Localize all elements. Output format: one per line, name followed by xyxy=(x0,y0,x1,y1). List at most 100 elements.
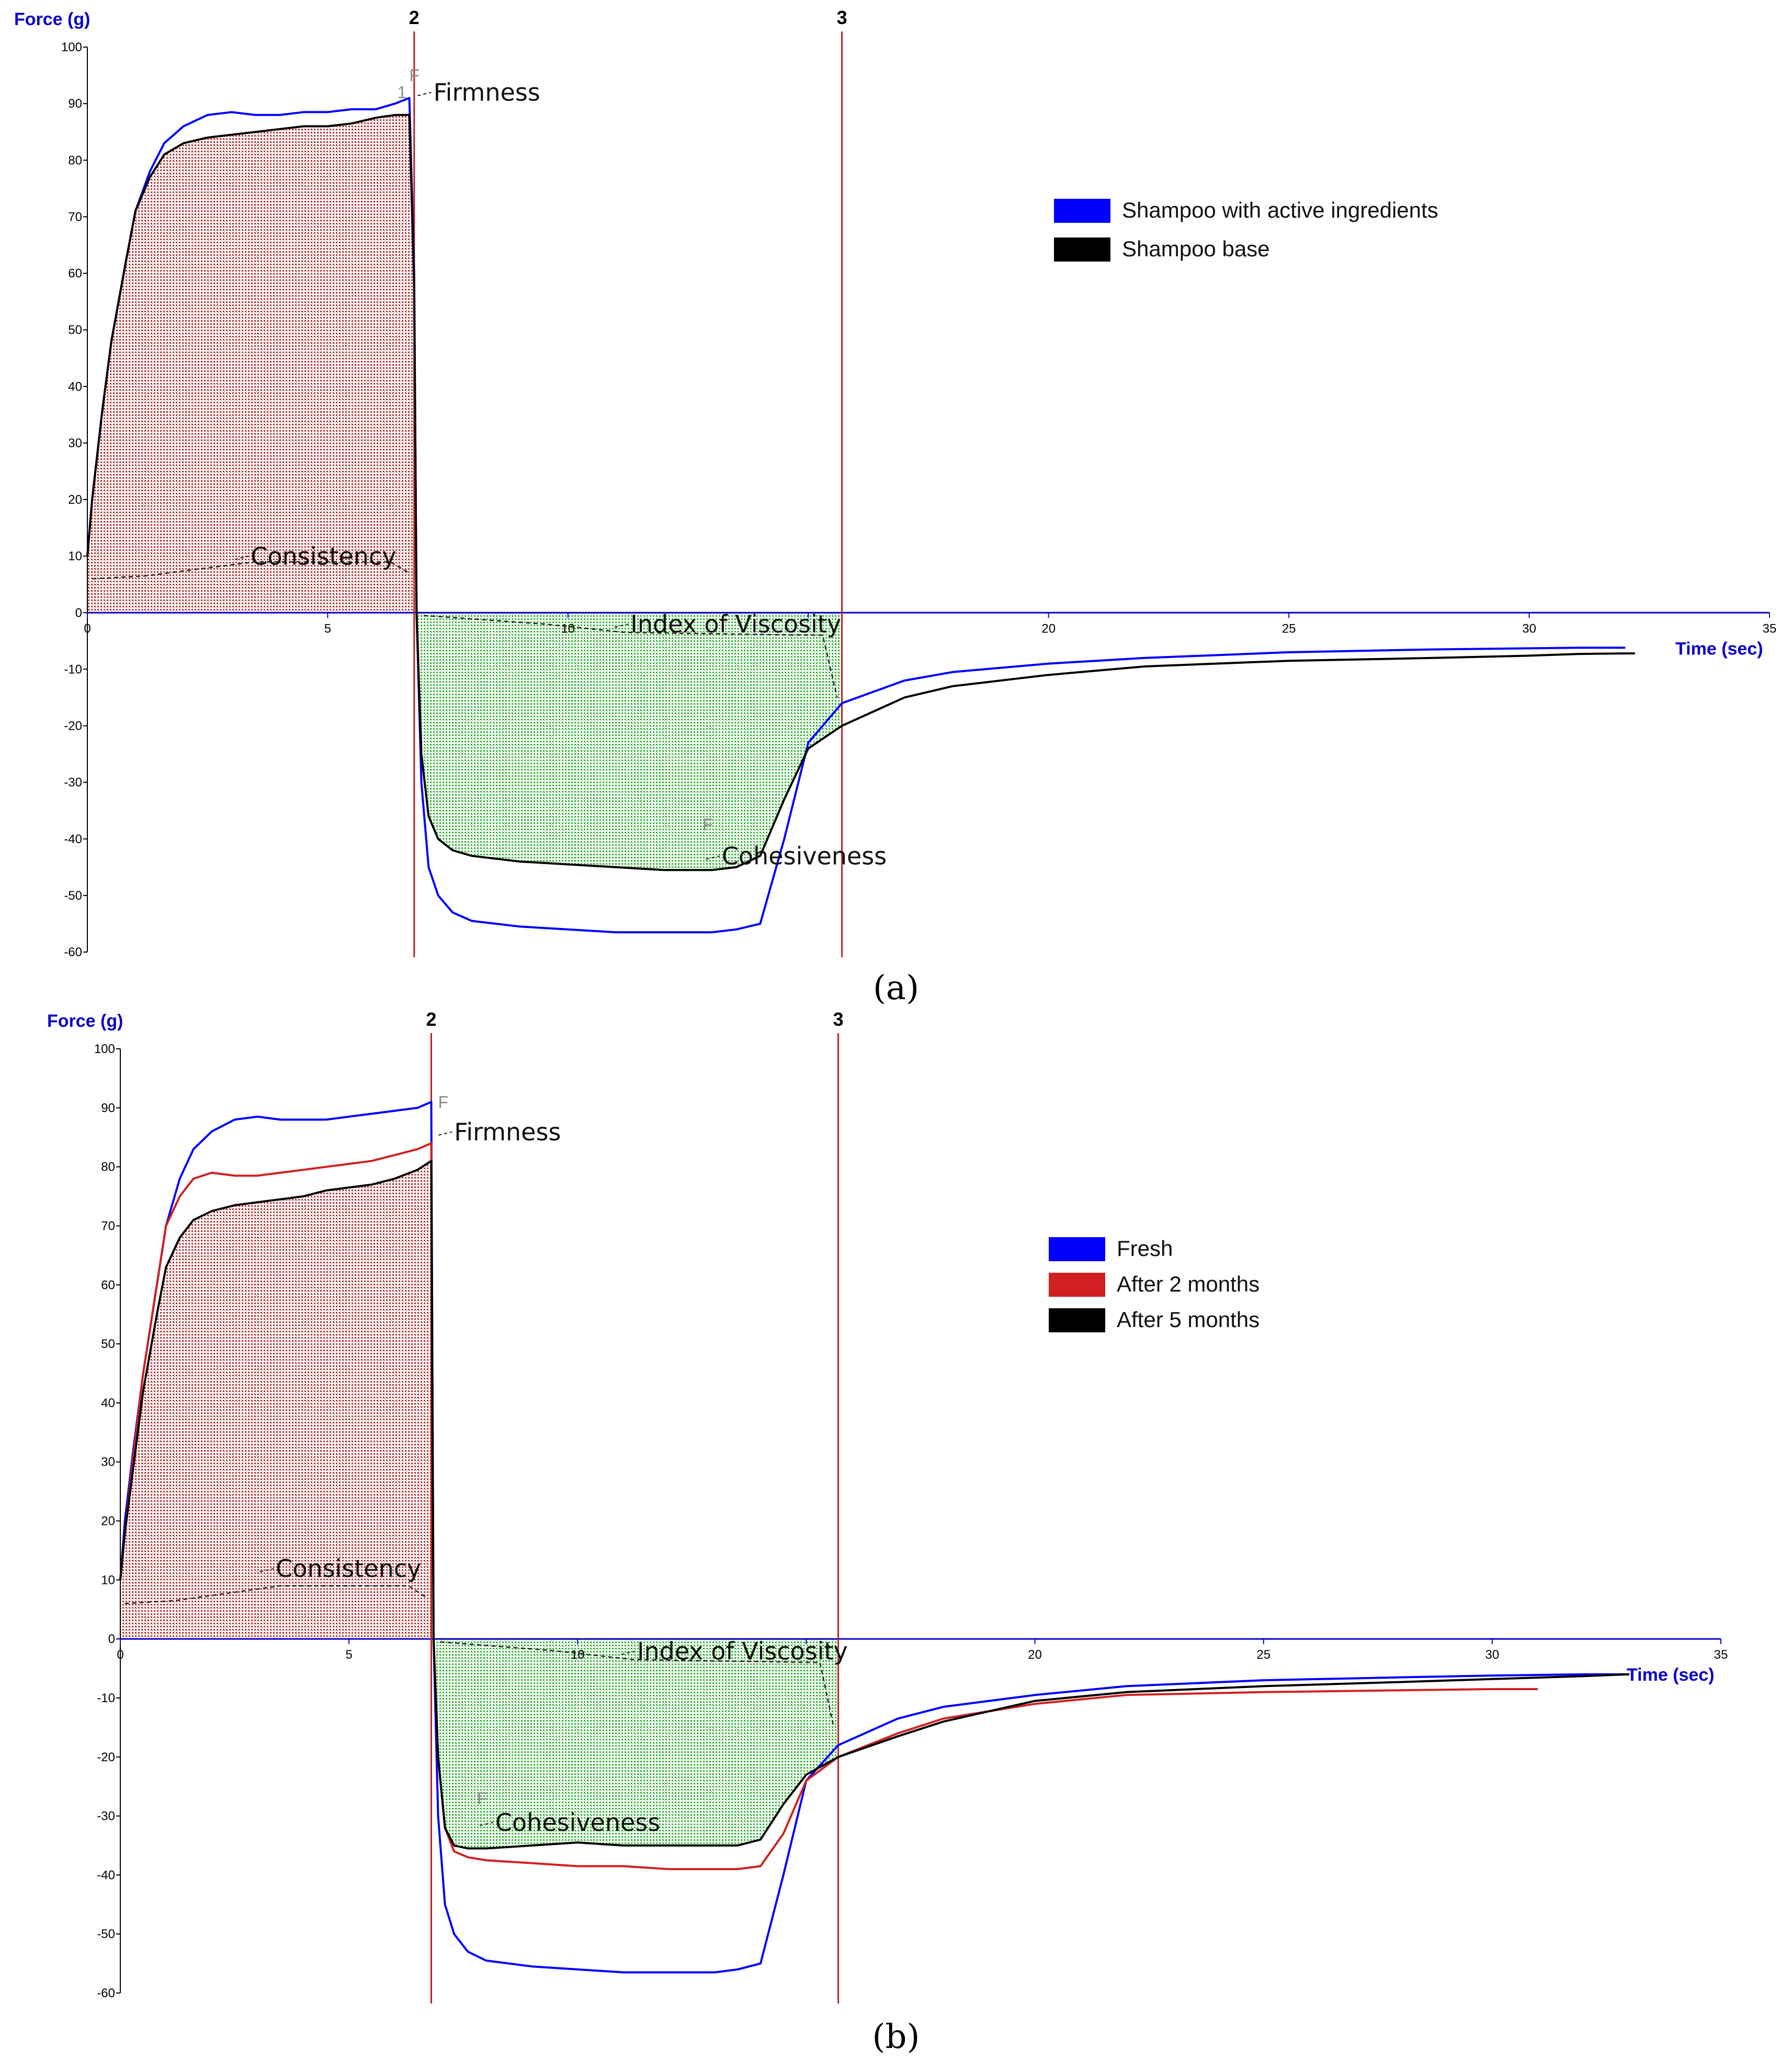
annotation-consistency: Consistency xyxy=(251,542,396,570)
y-tick-label: -30 xyxy=(97,1809,115,1824)
marker-label-2: 2 xyxy=(409,7,419,28)
peak-marker-glyph: F xyxy=(477,1789,487,1808)
y-tick-label: 50 xyxy=(101,1337,115,1351)
y-tick-label: -10 xyxy=(97,1691,115,1705)
x-tick-label: 20 xyxy=(1041,621,1056,636)
legend-label: After 2 months xyxy=(1117,1272,1260,1296)
y-tick-label: 80 xyxy=(68,153,82,167)
annotation-consistency: Consistency xyxy=(276,1555,421,1583)
consistency-guide xyxy=(124,1585,427,1604)
peak-marker-glyph: F xyxy=(410,66,420,85)
peak-marker-glyph: F xyxy=(702,816,713,834)
x-axis-title: Time (sec) xyxy=(1627,1665,1715,1685)
x-tick-label: 0 xyxy=(84,621,90,636)
legend-label: Shampoo with active ingredients xyxy=(1122,198,1438,222)
legend-label: After 5 months xyxy=(1117,1307,1260,1332)
annotation-leader xyxy=(706,855,720,860)
annotation-cohesiveness: Cohesiveness xyxy=(722,842,887,870)
y-tick-label: -50 xyxy=(64,889,82,903)
y-tick-label: -50 xyxy=(97,1927,115,1941)
y-tick-label: -60 xyxy=(64,945,82,959)
y-tick-label: 100 xyxy=(61,40,82,54)
x-tick-label: 5 xyxy=(345,1648,352,1662)
y-tick-label: 0 xyxy=(108,1632,115,1646)
series-line-after-5-months xyxy=(119,1160,1630,1850)
x-tick-label: 35 xyxy=(1763,621,1777,636)
annotation-leader xyxy=(438,1131,452,1136)
shaded-region-positive xyxy=(120,1161,432,1639)
annotation-cohesiveness: Cohesiveness xyxy=(495,1808,660,1837)
x-tick-label: 30 xyxy=(1522,621,1536,636)
legend-swatch xyxy=(1049,1237,1105,1261)
x-tick-label: 20 xyxy=(1028,1648,1042,1662)
chart-panel-b: 1009080706050403020100-10-20-30-40-50-60… xyxy=(47,1009,1728,2056)
legend-swatch xyxy=(1054,199,1110,223)
consistency-guide xyxy=(92,561,410,580)
y-tick-label: 50 xyxy=(68,323,82,337)
x-tick-label: 25 xyxy=(1256,1648,1271,1662)
y-tick-label: 30 xyxy=(68,436,82,450)
y-tick-label: -60 xyxy=(97,1986,115,2000)
y-tick-label: 70 xyxy=(101,1219,115,1233)
y-tick-label: 20 xyxy=(68,493,82,507)
y-tick-label: 0 xyxy=(75,606,82,620)
series-line-shampoo-base xyxy=(86,114,1635,871)
marker-label-2: 2 xyxy=(426,1009,436,1030)
y-tick-label: -10 xyxy=(64,662,82,676)
series-line-shampoo-with-active-ingredients xyxy=(86,97,1626,934)
series-line-fresh xyxy=(119,1101,1630,1974)
x-tick-label: 10 xyxy=(571,1648,585,1662)
peak-marker-glyph: F xyxy=(438,1093,449,1112)
y-axis-title: Force (g) xyxy=(47,1011,123,1031)
legend: Fresh After 2 months After 5 months xyxy=(1049,1236,1260,1332)
y-axis-title: Force (g) xyxy=(14,9,90,29)
y-tick-label: 100 xyxy=(94,1042,115,1056)
annotation-firmness: Firmness xyxy=(454,1118,561,1146)
x-tick-label: 35 xyxy=(1714,1648,1728,1662)
panel-label: (b) xyxy=(872,2018,920,2056)
y-tick-label: -40 xyxy=(97,1868,115,1882)
marker-label-3: 3 xyxy=(837,7,847,28)
shaded-region-negative xyxy=(431,1639,838,1849)
y-tick-label: 60 xyxy=(101,1278,115,1292)
y-tick-label: -20 xyxy=(97,1750,115,1764)
annotation-index-of-viscosity: Index of Viscosity xyxy=(637,1637,848,1666)
x-tick-label: 30 xyxy=(1485,1648,1500,1662)
viscosity-guide xyxy=(440,1641,835,1728)
peak-marker-glyph: 1 xyxy=(398,83,407,101)
shaded-region-positive xyxy=(87,115,414,613)
legend-swatch xyxy=(1049,1308,1105,1332)
y-tick-label: 80 xyxy=(101,1160,115,1174)
y-tick-label: 40 xyxy=(68,380,82,394)
y-tick-label: 20 xyxy=(101,1514,115,1528)
x-axis-title: Time (sec) xyxy=(1675,639,1763,659)
x-tick-label: 25 xyxy=(1282,621,1296,636)
annotation-leader xyxy=(621,1650,636,1655)
y-tick-label: 60 xyxy=(68,267,82,281)
x-tick-label: 0 xyxy=(117,1648,123,1662)
y-tick-label: -30 xyxy=(64,776,82,790)
annotation-leader xyxy=(260,1568,274,1572)
y-tick-label: 90 xyxy=(101,1101,115,1115)
x-tick-label: 10 xyxy=(561,621,575,636)
legend-swatch xyxy=(1054,237,1110,262)
y-tick-label: -20 xyxy=(64,719,82,733)
viscosity-guide xyxy=(424,615,838,698)
y-tick-label: 70 xyxy=(68,210,82,224)
y-tick-label: 10 xyxy=(68,549,82,563)
annotation-leader xyxy=(479,1821,494,1826)
chart-panel-a: 1009080706050403020100-10-20-30-40-50-60… xyxy=(14,7,1776,1007)
y-tick-label: 10 xyxy=(101,1573,115,1587)
marker-label-3: 3 xyxy=(833,1009,844,1030)
legend-label: Shampoo base xyxy=(1122,236,1270,261)
x-tick-label: 5 xyxy=(324,621,331,636)
panel-label: (a) xyxy=(873,969,919,1007)
y-tick-label: 30 xyxy=(101,1455,115,1469)
annotation-leader xyxy=(417,92,432,96)
annotation-leader xyxy=(235,556,249,560)
shaded-region-negative xyxy=(414,613,842,870)
annotation-leader xyxy=(615,624,629,628)
legend-swatch xyxy=(1049,1273,1105,1297)
annotation-firmness: Firmness xyxy=(434,78,540,107)
